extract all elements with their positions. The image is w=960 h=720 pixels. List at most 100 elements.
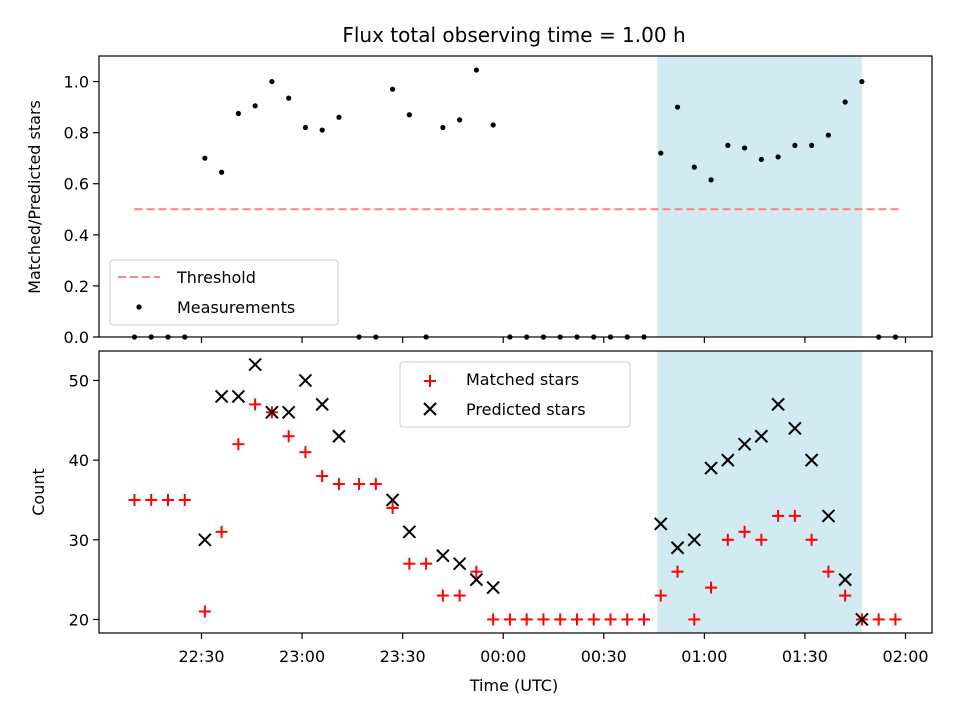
matched-star-point [128,493,141,506]
predicted-star-point [298,373,313,388]
legend-matched-swatch [424,375,436,387]
predicted-star-point [231,389,246,404]
legend-predicted-swatch [423,402,437,416]
measurement-point [440,124,446,131]
predicted-star-point [704,461,718,475]
y-tick-label: 0.8 [64,124,89,143]
measurement-point [490,122,496,128]
measurement-point [252,103,258,109]
matched-star-point [316,470,329,483]
measurement-point [775,154,781,160]
y-tick-label: 0.0 [64,328,89,347]
x-tick-label: 22:30 [178,647,224,666]
predicted-star-point [771,397,785,412]
x-tick-label: 00:30 [581,647,627,666]
predicted-star-point [838,572,852,587]
matched-star-point [145,493,158,506]
measurement-point [219,169,225,175]
measurement-point [708,177,714,183]
matched-star-point [249,398,262,411]
predicted-star-point [754,429,769,443]
predicted-star-point [248,357,262,372]
bottom-frame [98,350,933,634]
measurement-point [269,78,275,85]
measurement-point [235,110,241,117]
x-tick-label: 02:00 [882,647,928,666]
measurement-point [202,155,208,161]
y-tick-label: 1.0 [64,73,89,92]
x-axis-label: Time (UTC) [469,676,558,695]
top-x-ticks [200,337,907,343]
measurement-point [859,78,865,85]
measurement-point [658,150,664,156]
matched-star-point [621,613,634,626]
measurement-point [319,127,325,133]
matched-star-point [570,613,583,626]
measurement-point [286,95,292,101]
measurement-point [473,67,479,73]
measurement-point [825,132,831,138]
matched-star-point [638,613,651,626]
predicted-star-point [385,493,400,507]
matched-star-point [386,501,399,514]
matched-star-point [420,557,433,570]
matched-star-point [889,613,902,626]
matched-star-point [332,478,345,491]
predicted-star-point [315,397,329,412]
measurement-point [792,142,798,149]
measurement-point [725,142,731,149]
top-y-axis: 0.0 0.2 0.4 0.6 0.8 1.0 [64,73,99,347]
matched-star-point [788,509,801,522]
measurement-point [691,164,697,170]
measurement-point [457,117,463,123]
bottom-y-label: Count [29,468,48,516]
top-shaded-region [657,56,862,337]
matched-star-point [738,525,751,538]
predicted-star-point [214,389,229,404]
y-tick-label: 0.6 [64,175,89,194]
y-tick-label: 0.2 [64,277,89,296]
shaded-region-bottom [657,351,862,633]
legend-predicted-label: Predicted stars [466,400,586,419]
matched-star-point [215,525,228,538]
matched-star-point [554,613,567,626]
measurement-point [389,86,396,92]
matched-star-point [822,565,835,578]
matched-star-point [470,565,483,578]
predicted-star-point [855,612,869,627]
predicted-star-point [821,509,836,523]
predicted-star-point [486,580,500,595]
y-tick-label: 30 [69,531,89,550]
matched-star-point [587,613,600,626]
matched-star-point [654,589,667,602]
legend-matched-label: Matched stars [466,370,579,389]
measurement-point [758,156,764,163]
matched-star-point [198,605,211,618]
predicted-star-point [198,533,212,547]
top-panel: 0.0 0.2 0.4 0.6 0.8 1.0 Matched/Predicted sta… [25,55,933,347]
predicted-star-point [804,453,819,467]
matched-star-point [688,613,701,626]
predicted-star-point [265,405,279,420]
measurement-point [406,112,412,118]
matched-star-point [705,581,718,594]
bottom-marks [128,357,902,627]
top-y-label: Matched/Predicted stars [25,100,44,294]
top-frame [98,55,933,338]
predicted-star-point [332,429,346,443]
matched-star-point [453,589,466,602]
measurement-point [741,145,748,151]
y-tick-label: 20 [69,610,89,629]
x-tick-label: 23:30 [380,647,426,666]
legend-measurements-swatch [136,304,142,310]
legend-measurements-label: Measurements [177,298,295,317]
predicted-star-point [737,437,752,451]
measurement-point [809,142,815,149]
matched-star-point [721,533,734,546]
matched-star-point [503,613,516,626]
y-tick-label: 40 [69,451,89,470]
matched-star-point [772,509,785,522]
measurement-point [302,124,309,131]
bottom-shaded-region [657,351,862,633]
y-tick-label: 0.4 [64,226,89,245]
